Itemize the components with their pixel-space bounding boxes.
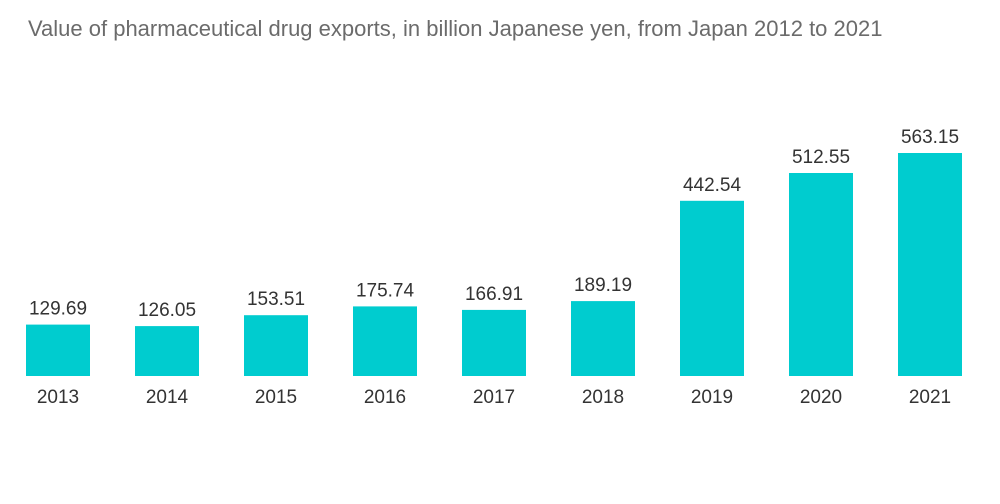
value-label-2020: 512.55 xyxy=(792,147,850,168)
bar-2015 xyxy=(244,315,308,376)
bars-layer xyxy=(26,153,962,376)
value-labels-layer: 129.69 126.05 153.51 175.74 166.91 189.19 442.… xyxy=(29,127,959,321)
value-label-2013: 129.69 xyxy=(29,299,87,320)
x-tick-label-2021: 2021 xyxy=(909,387,951,408)
value-label-2021: 563.15 xyxy=(901,127,959,148)
value-label-2014: 126.05 xyxy=(138,300,196,321)
bar-2014 xyxy=(135,326,199,376)
x-tick-label-2015: 2015 xyxy=(255,387,297,408)
chart-title: Value of pharmaceutical drug exports, in… xyxy=(28,16,883,41)
bar-2013 xyxy=(26,324,90,376)
value-label-2016: 175.74 xyxy=(356,280,415,301)
bar-2020 xyxy=(789,173,853,376)
x-axis-ticks-layer: 2013 2014 2015 2016 2017 2018 2019 2020 2021 xyxy=(37,387,951,408)
bar-2018 xyxy=(571,301,635,376)
value-label-2018: 189.19 xyxy=(574,275,632,296)
x-tick-label-2019: 2019 xyxy=(691,387,733,408)
bar-2019 xyxy=(680,200,744,376)
x-tick-label-2017: 2017 xyxy=(473,387,515,408)
x-tick-label-2018: 2018 xyxy=(582,387,624,408)
value-label-2019: 442.54 xyxy=(683,175,742,196)
bar-2017 xyxy=(462,309,526,376)
x-tick-label-2013: 2013 xyxy=(37,387,79,408)
x-tick-label-2016: 2016 xyxy=(364,387,406,408)
bar-2016 xyxy=(353,306,417,376)
bar-2021 xyxy=(898,153,962,376)
value-label-2017: 166.91 xyxy=(465,284,523,305)
x-tick-label-2020: 2020 xyxy=(800,387,842,408)
value-label-2015: 153.51 xyxy=(247,289,305,310)
x-tick-label-2014: 2014 xyxy=(146,387,189,408)
